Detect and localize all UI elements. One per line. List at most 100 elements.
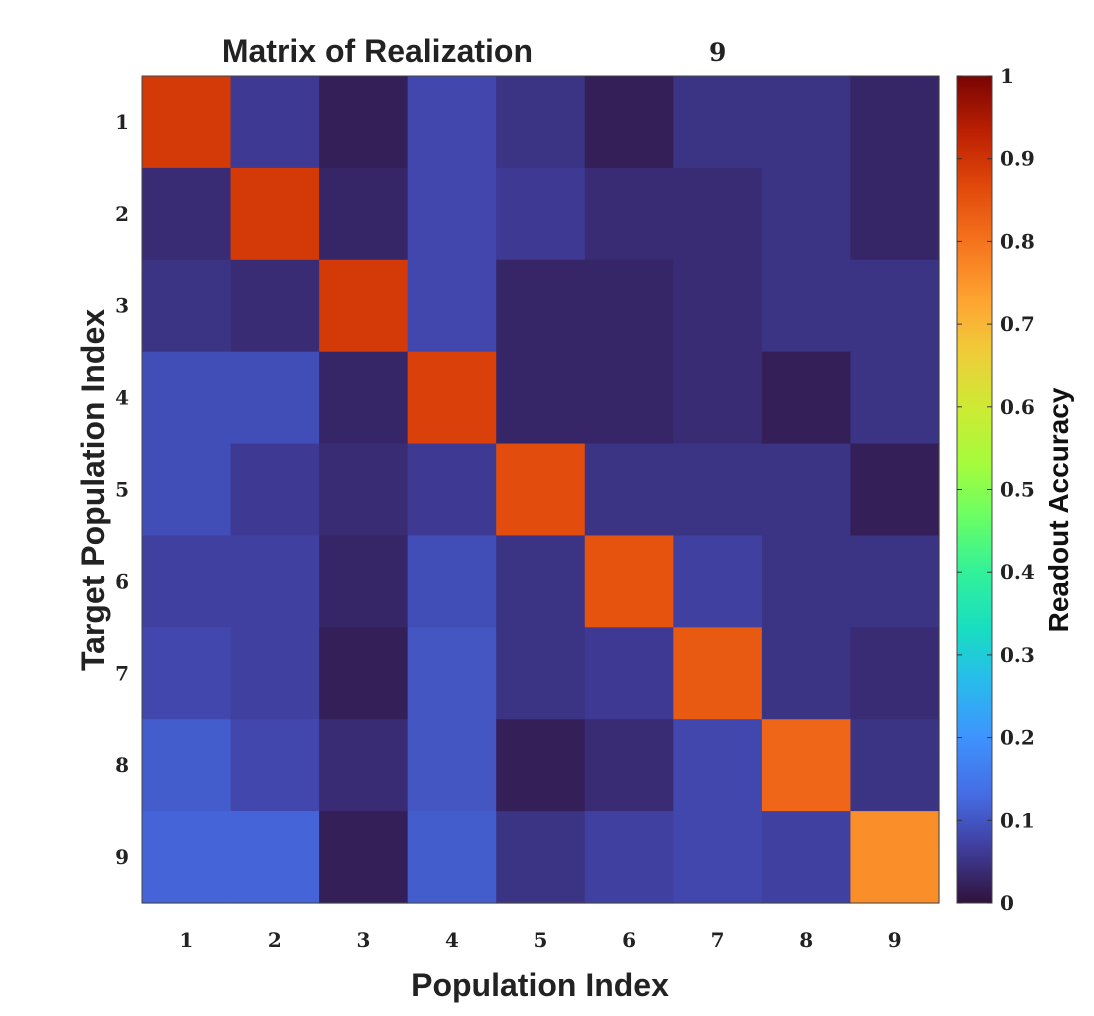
colorbar-tick-label: 0.3	[1000, 643, 1035, 667]
heatmap-cell-r8-c8	[761, 719, 852, 812]
heatmap-cell-r7-c3	[319, 627, 409, 720]
heatmap-cell-r1-c5	[496, 76, 586, 169]
heatmap-cell-r6-c5	[496, 535, 586, 628]
heatmap-cell-r9-c4	[407, 811, 497, 904]
heatmap-cell-r5-c8	[761, 443, 852, 537]
heatmap-cell-r3-c5	[496, 259, 586, 353]
colorbar-tick-label: 0.5	[1000, 478, 1035, 502]
heatmap-cell-r8-c3	[319, 719, 409, 812]
heatmap-cell-r1-c7	[673, 76, 763, 169]
y-tick-label: 2	[115, 202, 129, 226]
x-axis-label: Population Index	[411, 967, 669, 1003]
heatmap-cell-r9-c6	[584, 811, 674, 904]
colorbar-tick-label: 0.8	[1000, 229, 1035, 253]
heatmap-cell-r2-c2	[230, 167, 320, 261]
heatmap-cell-r4-c1	[142, 351, 232, 445]
heatmap-cell-r4-c7	[673, 351, 763, 445]
y-tick-label: 5	[115, 478, 129, 502]
heatmap-cell-r5-c4	[407, 443, 497, 537]
heatmap-cell-r5-c6	[584, 443, 674, 537]
heatmap-cell-r2-c5	[496, 167, 586, 261]
heatmap-cell-r3-c2	[230, 259, 320, 353]
colorbar-ticks: 0 0.1 0.2 0.3 0.4 0.5 0.6 0.7 0.8 0.9 1	[957, 64, 1035, 915]
x-tick-label: 6	[622, 928, 636, 952]
heatmap-cell-r7-c9	[850, 627, 940, 720]
x-tick-label: 7	[711, 928, 725, 952]
heatmap-cell-r2-c1	[142, 167, 232, 261]
heatmap-cell-r5-c1	[142, 443, 232, 537]
heatmap-cell-r3-c8	[761, 259, 852, 353]
heatmap-cell-r1-c4	[407, 76, 497, 169]
heatmap-cell-r6-c6	[584, 535, 674, 628]
heatmap-cell-r8-c2	[230, 719, 320, 812]
heatmap-cell-r6-c8	[761, 535, 852, 628]
heatmap-cell-r7-c4	[407, 627, 497, 720]
heatmap-cell-r1-c9	[850, 76, 940, 169]
y-tick-labels: 1 2 3 4 5 6 7 8 9	[115, 110, 129, 869]
heatmap-cells	[142, 76, 940, 904]
x-tick-labels: 1 2 3 4 5 6 7 8 9	[179, 928, 901, 952]
x-tick-label: 2	[268, 928, 282, 952]
colorbar-tick-label: 0.2	[1000, 726, 1035, 750]
heatmap-cell-r2-c4	[407, 167, 497, 261]
colorbar-tick-label: 0.9	[1000, 147, 1035, 171]
heatmap-cell-r7-c6	[584, 627, 674, 720]
y-tick-label: 9	[115, 845, 129, 869]
y-tick-label: 7	[115, 661, 129, 685]
heatmap-cell-r2-c8	[761, 167, 852, 261]
heatmap-cell-r6-c2	[230, 535, 320, 628]
heatmap-cell-r2-c6	[584, 167, 674, 261]
x-tick-label: 1	[179, 928, 193, 952]
heatmap-cell-r6-c1	[142, 535, 232, 628]
heatmap-cell-r7-c1	[142, 627, 232, 720]
heatmap-cell-r6-c4	[407, 535, 497, 628]
x-tick-label: 9	[888, 928, 902, 952]
colorbar-tick-label: 1	[1000, 64, 1014, 88]
heatmap-cell-r8-c9	[850, 719, 940, 812]
heatmap-cell-r1-c2	[230, 76, 320, 169]
heatmap-cell-r8-c5	[496, 719, 586, 812]
colorbar-tick-label: 0	[1000, 891, 1014, 915]
heatmap-cell-r9-c5	[496, 811, 586, 904]
y-axis-label: Target Population Index	[75, 309, 111, 671]
heatmap-cell-r9-c7	[673, 811, 763, 904]
heatmap-cell-r4-c3	[319, 351, 409, 445]
heatmap-cell-r1-c1	[142, 76, 232, 169]
colorbar-tick-label: 0.1	[1000, 808, 1035, 832]
heatmap-cell-r7-c7	[673, 627, 763, 720]
y-tick-label: 8	[115, 753, 129, 777]
heatmap-cell-r4-c2	[230, 351, 320, 445]
colorbar-tick-label: 0.7	[1000, 312, 1035, 336]
heatmap-cell-r8-c1	[142, 719, 232, 812]
heatmap-cell-r3-c1	[142, 259, 232, 353]
heatmap-cell-r2-c7	[673, 167, 763, 261]
heatmap-cell-r8-c7	[673, 719, 763, 812]
colorbar-tick-label: 0.4	[1000, 560, 1035, 584]
heatmap-cell-r5-c5	[496, 443, 586, 537]
colorbar	[956, 75, 993, 904]
x-tick-label: 4	[445, 928, 459, 952]
colorbar-tick-label: 0.6	[1000, 395, 1035, 419]
heatmap-cell-r6-c3	[319, 535, 409, 628]
y-tick-label: 4	[115, 386, 129, 410]
y-tick-label: 6	[115, 569, 129, 593]
heatmap-cell-r2-c3	[319, 167, 409, 261]
heatmap-cell-r1-c3	[319, 76, 409, 169]
heatmap-cell-r4-c8	[761, 351, 852, 445]
chart-title: Matrix of Realization	[222, 33, 533, 69]
heatmap-cell-r3-c3	[319, 259, 409, 353]
heatmap-cell-r9-c1	[142, 811, 232, 904]
colorbar-label: Readout Accuracy	[1043, 387, 1074, 632]
heatmap-cell-r3-c4	[407, 259, 497, 353]
heatmap-cell-r4-c6	[584, 351, 674, 445]
x-tick-label: 8	[799, 928, 813, 952]
heatmap-cell-r8-c4	[407, 719, 497, 812]
plot-frame	[141, 75, 940, 904]
y-tick-label: 1	[115, 110, 129, 134]
heatmap-cell-r9-c8	[761, 811, 852, 904]
x-tick-label: 3	[356, 928, 370, 952]
heatmap-cell-r3-c9	[850, 259, 940, 353]
heatmap-cell-r9-c2	[230, 811, 320, 904]
heatmap-cell-r5-c7	[673, 443, 763, 537]
